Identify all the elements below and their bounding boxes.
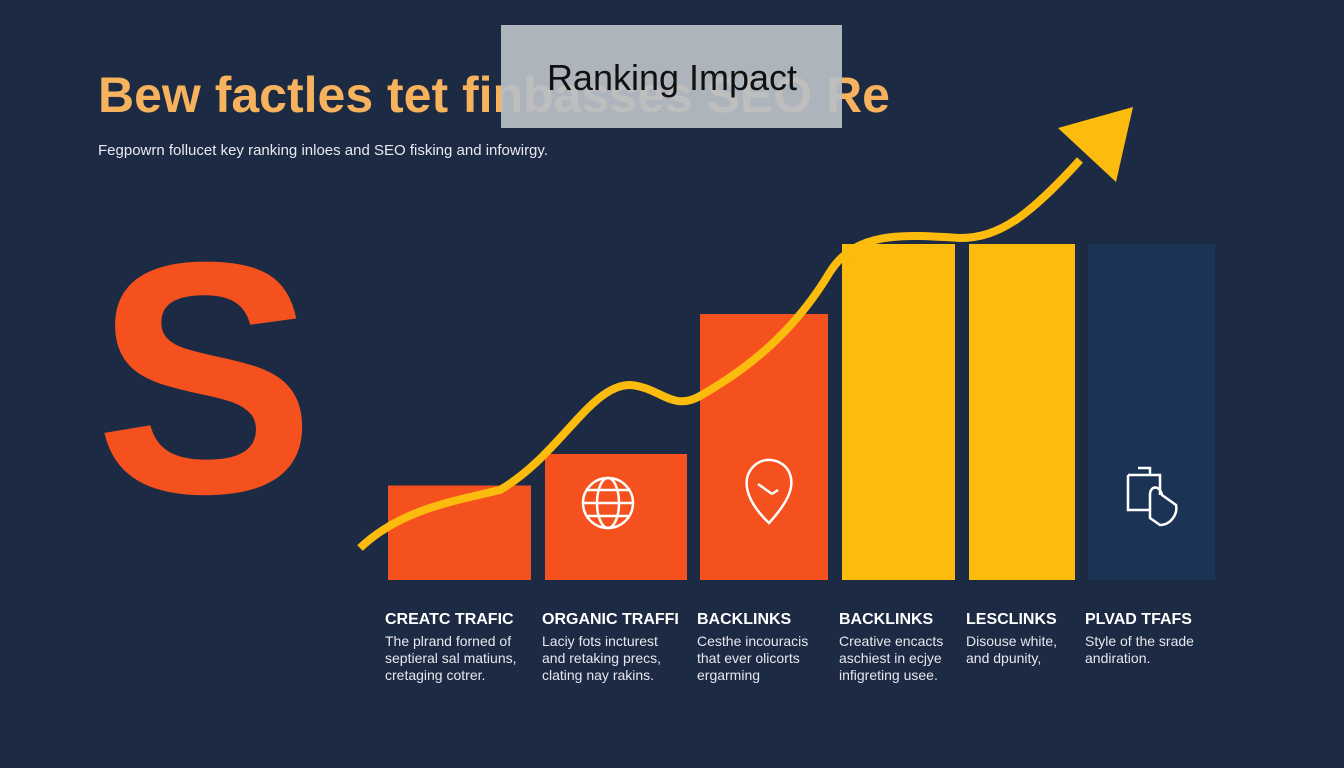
category-description: Cesthe incouracis [697, 633, 808, 649]
hand-icon [1126, 466, 1178, 527]
category-label: PLVAD TFAFS [1085, 611, 1192, 628]
category-description: Style of the srade [1085, 633, 1194, 649]
category-label: BACKLINKS [697, 611, 792, 628]
icons [581, 458, 1178, 530]
bar [842, 244, 955, 580]
category-description: Disouse white, [966, 633, 1057, 649]
subtitle: Fegpowrn follucet key ranking inloes and… [98, 142, 548, 159]
category-label: LESCLINKS [966, 611, 1057, 628]
category-description: ergarming [697, 667, 760, 683]
category-description: cretaging cotrer. [385, 667, 485, 683]
category-description: andiration. [1085, 650, 1150, 666]
bar [700, 314, 828, 580]
trend-line [357, 157, 1083, 551]
globe-icon [581, 476, 635, 530]
arrow-head [1058, 107, 1133, 182]
category-description: Creative encacts [839, 633, 943, 649]
overlay-title: Ranking Impact [547, 57, 797, 98]
category-description: clating nay rakins. [542, 667, 654, 683]
overlay-box [501, 25, 842, 128]
category-description: aschiest in ecjye [839, 650, 942, 666]
category-label: ORGANIC TRAFFI [542, 611, 679, 628]
category-description: infigreting usee. [839, 667, 938, 683]
category-description: Laciy fots incturest [542, 633, 658, 649]
pin-icon [745, 458, 793, 525]
category-description: The plrand forned of [385, 633, 511, 649]
category-description: that ever olicorts [697, 650, 800, 666]
category-description: and dpunity, [966, 650, 1041, 666]
category-label: CREATC TRAFIC [385, 611, 514, 628]
logo-letter: S [95, 193, 315, 562]
trend-arrow [357, 107, 1133, 551]
bar [969, 244, 1075, 580]
category-description: and retaking precs, [542, 650, 661, 666]
bar [1088, 244, 1215, 580]
category-label: BACKLINKS [839, 611, 934, 628]
category-description: septieral sal matiuns, [385, 650, 517, 666]
